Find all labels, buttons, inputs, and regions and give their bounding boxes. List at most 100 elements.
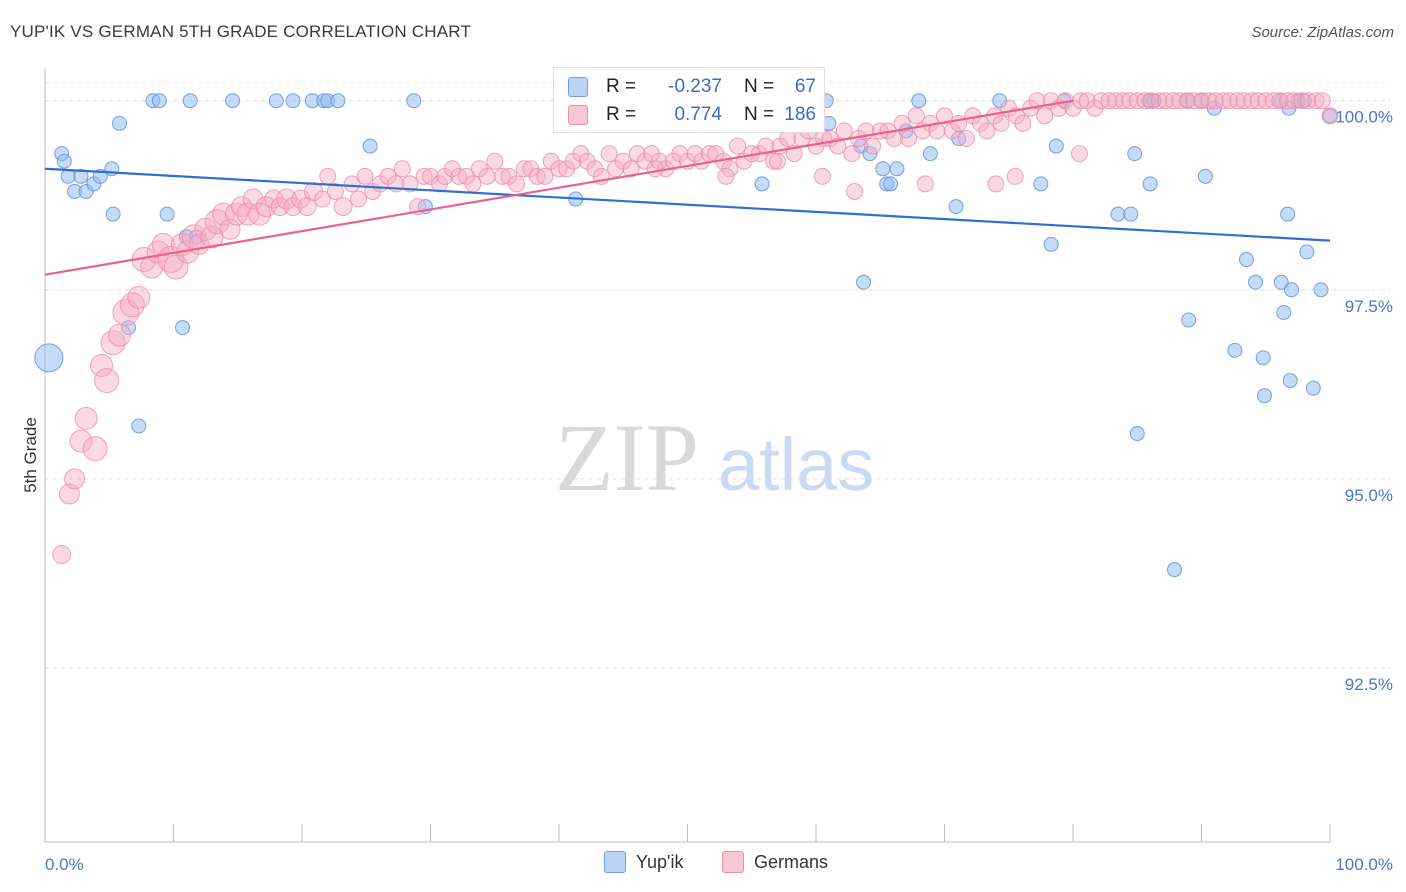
germans-point	[1100, 92, 1118, 110]
yupik-point	[1181, 312, 1197, 328]
germans-point	[276, 188, 298, 210]
legend-item-yupik[interactable]: Yup'ik	[604, 851, 683, 873]
yupik-point	[1276, 304, 1292, 320]
germans-point	[255, 196, 277, 218]
yupik-point	[1043, 236, 1059, 252]
yupik-point	[1273, 274, 1289, 290]
watermark-atlas: atlas	[718, 423, 874, 506]
stats-r-label: R =	[606, 76, 637, 97]
legend-item-germans[interactable]: Germans	[722, 851, 828, 873]
germans-point	[515, 160, 533, 178]
y-tick-label: 95.0%	[1345, 486, 1393, 505]
germans-point	[600, 145, 618, 163]
yupik-point	[1256, 388, 1272, 404]
germans-point	[950, 114, 968, 132]
germans-point	[1036, 107, 1054, 125]
yupik-point	[948, 199, 964, 215]
stats-row-germans: R = 0.774 N = 186	[568, 102, 816, 128]
germans-point	[486, 152, 504, 170]
yupik-point	[1127, 146, 1143, 162]
yupik-point	[889, 161, 905, 177]
germans-point	[1214, 92, 1232, 110]
germans-point	[1293, 92, 1311, 110]
germans-point	[1243, 92, 1261, 110]
germans-point	[835, 122, 853, 140]
stats-r-value: 0.774	[674, 104, 722, 125]
germans-point	[108, 323, 132, 347]
yupik-point	[34, 343, 64, 373]
yupik-point	[56, 153, 72, 169]
yupik-point	[131, 418, 147, 434]
yupik-point	[1283, 282, 1299, 298]
yupik-point	[883, 176, 899, 192]
yupik-point	[105, 206, 121, 222]
source-attribution: Source: ZipAtlas.com	[1251, 24, 1394, 41]
germans-point	[283, 197, 303, 217]
stats-swatch-yupik	[568, 77, 588, 97]
germans-point	[846, 182, 864, 200]
germans-point	[1136, 92, 1154, 110]
germans-point	[119, 292, 145, 318]
germans-point	[717, 167, 735, 185]
germans-point	[1178, 92, 1196, 110]
yupik-point	[1238, 252, 1254, 268]
germans-point	[264, 189, 284, 209]
stats-r-value: -0.237	[668, 76, 722, 97]
stats-n-label: N =	[744, 76, 775, 97]
yupik-point	[406, 93, 422, 109]
yupik-point	[911, 93, 927, 109]
germans-point	[646, 160, 664, 178]
germans-point	[464, 175, 482, 193]
germans-point	[1070, 145, 1088, 163]
germans-point	[242, 188, 264, 210]
legend-label-germans: Germans	[754, 851, 829, 872]
germans-point	[478, 167, 496, 185]
yupik-point	[1048, 138, 1064, 154]
germans-point	[729, 137, 747, 155]
germans-point	[319, 167, 337, 185]
stats-n-value: 186	[784, 104, 816, 125]
germans-point	[900, 130, 918, 148]
x-tick-label: 0.0%	[45, 855, 84, 874]
germans-point	[987, 175, 1005, 193]
germans-point	[69, 429, 93, 453]
germans-point	[1321, 107, 1339, 125]
germans-point	[843, 145, 861, 163]
germans-point	[393, 160, 411, 178]
germans-point	[326, 182, 344, 200]
germans-point	[90, 353, 114, 377]
germans-point	[978, 122, 996, 140]
yupik-point	[268, 93, 284, 109]
chart-title: YUP'IK VS GERMAN 5TH GRADE CORRELATION C…	[10, 22, 472, 41]
germans-point	[1150, 92, 1168, 110]
germans-point	[343, 175, 361, 193]
germans-point	[493, 167, 511, 185]
germans-trend-line	[44, 99, 1074, 276]
yupik-point	[754, 176, 770, 192]
y-tick-label: 97.5%	[1345, 297, 1393, 316]
y-tick-label: 92.5%	[1345, 675, 1393, 694]
yupik-point	[112, 115, 128, 131]
yupik-point	[1255, 350, 1271, 366]
germans-point	[204, 209, 230, 235]
germans-point	[1028, 92, 1046, 110]
yupik-point	[856, 274, 872, 290]
germans-point	[916, 175, 934, 193]
germans-point	[864, 137, 882, 155]
germans-point	[992, 114, 1010, 132]
germans-point	[82, 436, 108, 462]
germans-point	[813, 167, 831, 185]
yupik-point	[1167, 562, 1183, 578]
germans-point	[100, 330, 126, 356]
yupik-point	[1110, 206, 1126, 222]
germans-point	[52, 545, 72, 565]
germans-point	[536, 167, 554, 185]
germans-point	[622, 160, 640, 178]
watermark-zip: ZIP	[555, 404, 699, 511]
yupik-point	[330, 93, 346, 109]
germans-point	[1164, 92, 1182, 110]
germans-point	[907, 107, 925, 125]
y-tick-label: 100.0%	[1335, 108, 1393, 127]
yupik-point	[1305, 380, 1321, 396]
